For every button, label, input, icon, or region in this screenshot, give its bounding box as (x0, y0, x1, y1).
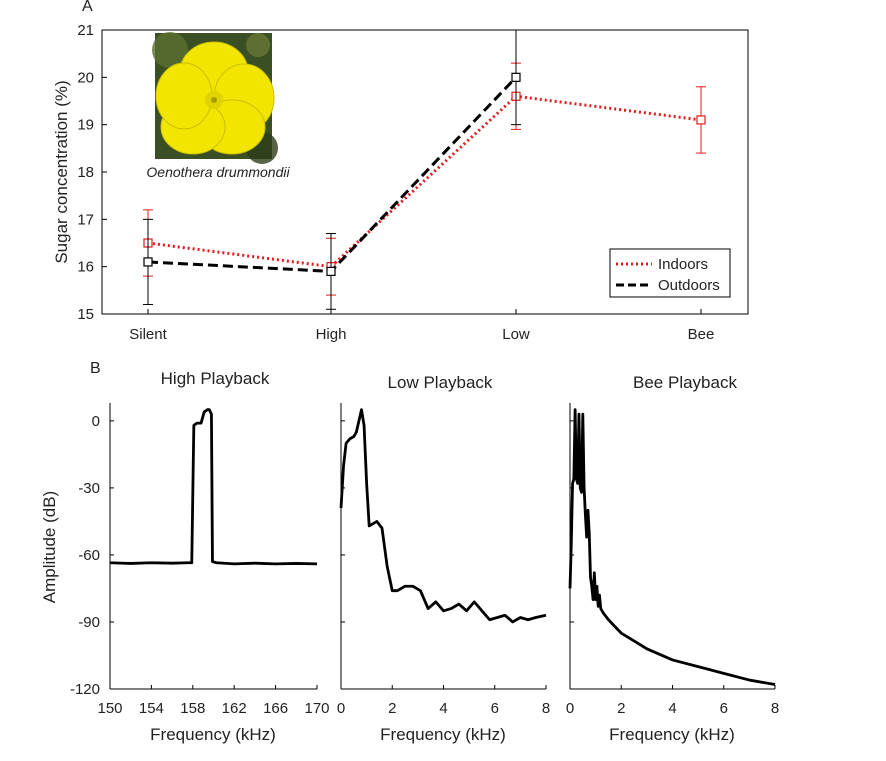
y-tick-label: -90 (78, 614, 100, 631)
legend: Indoors Outdoors (609, 248, 731, 298)
legend-label-indoors: Indoors (658, 256, 708, 273)
high-playback-xlabel: Frequency (kHz) (150, 725, 276, 744)
data-point (511, 72, 521, 82)
y-tick-label: 21 (77, 22, 94, 39)
x-tick-label: 170 (304, 700, 329, 717)
data-point (143, 257, 153, 267)
y-tick-label: -30 (78, 480, 100, 497)
panel-a-ticks: 15 16 17 18 19 20 21 Silent High Low Bee (77, 22, 714, 343)
x-tick-label: 6 (720, 700, 728, 717)
panel-a-ylabel: Sugar concentration (%) (52, 80, 71, 263)
y-tick-label: 20 (77, 69, 94, 86)
low-playback-plot: Low Playback Frequency (kHz) 0 2 4 6 8 (337, 373, 550, 744)
x-tick-label: 2 (388, 700, 396, 717)
y-tick-label: -60 (78, 547, 100, 564)
data-point (696, 115, 706, 125)
x-tick-label: 4 (439, 700, 447, 717)
x-tick-label: 150 (97, 700, 122, 717)
x-tick-label: Low (502, 326, 530, 343)
x-tick-label: High (316, 326, 347, 343)
legend-box (609, 248, 731, 298)
spectrum-line (109, 408, 318, 566)
x-tick-label: 158 (180, 700, 205, 717)
x-tick-label: Silent (129, 326, 167, 343)
panel-b: B Amplitude (dB) High Playback Frequency… (40, 360, 779, 744)
y-tick-label: 0 (92, 413, 100, 430)
y-tick-label: 15 (77, 306, 94, 323)
x-tick-label: 166 (263, 700, 288, 717)
panel-b-label: B (90, 360, 101, 377)
x-tick-label: 8 (771, 700, 779, 717)
bee-playback-plot: Bee Playback Frequency (kHz) 0 2 4 6 8 (566, 373, 779, 744)
panel-b-ylabel: Amplitude (dB) (40, 491, 59, 603)
x-tick-label: 154 (139, 700, 164, 717)
low-playback-xlabel: Frequency (kHz) (380, 725, 506, 744)
low-playback-title: Low Playback (388, 373, 493, 392)
x-tick-label: 0 (566, 700, 574, 717)
x-tick-label: Bee (688, 326, 715, 343)
y-tick-label: -120 (70, 681, 100, 698)
y-tick-label: 16 (77, 259, 94, 276)
x-tick-label: 6 (491, 700, 499, 717)
high-playback-plot: High Playback Frequency (kHz) 0 -30 -60 -90… (70, 369, 330, 744)
high-playback-title: High Playback (161, 369, 270, 388)
data-point (326, 266, 336, 276)
spectrum-line (568, 408, 776, 686)
bee-playback-title: Bee Playback (633, 373, 737, 392)
legend-label-outdoors: Outdoors (658, 277, 720, 294)
panel-a: A 15 16 17 18 19 20 21 Silent High Low Bee Sugar c… (52, 0, 749, 343)
panel-a-series (143, 29, 706, 310)
photo-caption: Oenothera drummondii (146, 164, 290, 180)
flower-photo: Oenothera drummondii (146, 32, 290, 180)
x-tick-label: 4 (668, 700, 676, 717)
y-tick-label: 17 (77, 211, 94, 228)
series-line-indoors (147, 94, 702, 269)
y-tick-label: 18 (77, 164, 94, 181)
x-tick-label: 162 (222, 700, 247, 717)
x-tick-label: 2 (617, 700, 625, 717)
bee-playback-xlabel: Frequency (kHz) (609, 725, 735, 744)
spectrum-line (339, 408, 547, 624)
y-tick-label: 19 (77, 117, 94, 134)
x-tick-label: 8 (542, 700, 550, 717)
x-tick-label: 0 (337, 700, 345, 717)
panel-a-label: A (82, 0, 93, 15)
